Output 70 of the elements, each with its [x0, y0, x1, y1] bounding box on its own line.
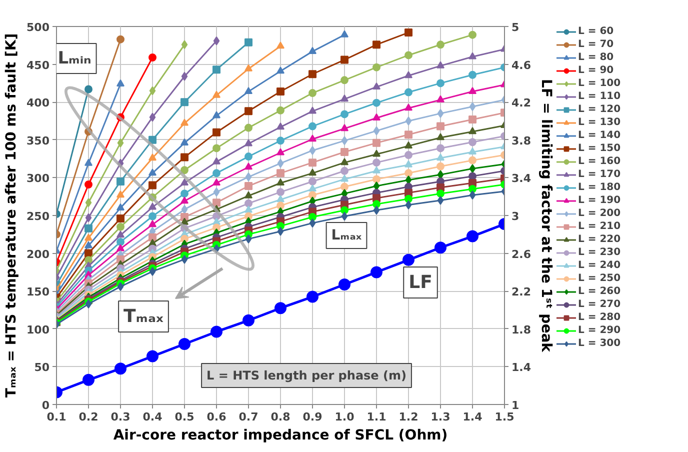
x-axis-title: Air-core reactor impedance of SFCL (Ohm) — [113, 428, 448, 444]
y-tick-label: 300 — [26, 172, 50, 186]
y2-tick-label: 3 — [512, 210, 520, 223]
y-tick-label: 50 — [34, 361, 50, 374]
y2-tick-label: 1.4 — [512, 361, 532, 374]
annotation: Lₘᵢₙ — [58, 48, 92, 68]
x-tick-label: 1.1 — [366, 410, 386, 424]
y2-tick-label: 1.8 — [512, 323, 531, 336]
legend-label: L = 140 — [578, 130, 621, 141]
x-tick-label: 1.4 — [462, 410, 483, 424]
annotation: LF — [408, 272, 432, 293]
annotation: Lₘₐₓ — [331, 228, 362, 244]
y2-tick-label: 3.8 — [512, 134, 531, 148]
x-tick-label: 0.5 — [174, 410, 194, 424]
x-tick-label: 0.8 — [270, 410, 290, 424]
y-tick-label: 350 — [26, 134, 50, 148]
legend-label: L = 150 — [578, 143, 621, 154]
legend-label: L = 60 — [578, 26, 614, 37]
x-tick-label: 0.4 — [142, 410, 163, 424]
y2-tick-label: 2.6 — [512, 248, 532, 261]
legend-label: L = 270 — [578, 299, 621, 310]
y2-tick-label: 5 — [512, 21, 520, 34]
legend-label: L = 130 — [578, 117, 621, 128]
x-tick-label: 0.1 — [46, 410, 66, 424]
y-axis-title: Tₘₐₓ = HTS temperature after 100 ms fault [K] — [4, 33, 20, 398]
x-tick-label: 1.5 — [494, 410, 514, 424]
legend-label: L = 160 — [578, 156, 621, 167]
annotation: Tₘₐₓ — [124, 306, 164, 327]
annotation: L = HTS length per phase (m) — [206, 368, 406, 382]
y2-tick-label: 4.2 — [512, 96, 531, 110]
legend-label: L = 190 — [578, 195, 621, 206]
y-tick-label: 150 — [26, 286, 50, 299]
legend-label: L = 300 — [578, 338, 621, 349]
legend-label: L = 120 — [578, 104, 621, 115]
legend-label: L = 260 — [578, 286, 621, 297]
legend-label: L = 110 — [578, 91, 621, 102]
x-tick-label: 1.3 — [430, 410, 450, 424]
y-tick-label: 0 — [42, 399, 50, 412]
legend-label: L = 200 — [578, 208, 621, 219]
y2-tick-label: 1 — [512, 399, 520, 412]
y-tick-label: 200 — [26, 248, 50, 261]
legend-label: L = 100 — [578, 78, 621, 89]
legend-label: L = 240 — [578, 260, 621, 271]
legend-label: L = 280 — [578, 312, 621, 323]
y-tick-label: 450 — [26, 58, 50, 72]
legend-label: L = 70 — [578, 39, 614, 50]
legend-label: L = 90 — [578, 65, 614, 76]
y2-tick-label: 4.6 — [512, 58, 532, 72]
x-tick-label: 1.2 — [398, 410, 418, 424]
legend-label: L = 290 — [578, 325, 621, 336]
x-tick-label: 0.2 — [78, 410, 98, 424]
x-tick-label: 0.3 — [110, 410, 130, 424]
y-tick-label: 100 — [26, 323, 50, 336]
legend-label: L = 170 — [578, 169, 621, 180]
y2-axis-title: LF = limiting factor at the 1ˢᵗ peak — [538, 79, 554, 353]
x-tick-label: 1.0 — [334, 410, 355, 424]
legend-label: L = 180 — [578, 182, 621, 193]
x-tick-label: 0.9 — [302, 410, 322, 424]
x-tick-label: 0.6 — [206, 410, 227, 424]
y2-tick-label: 2.2 — [512, 286, 531, 299]
x-tick-label: 0.7 — [238, 410, 258, 424]
legend-label: L = 80 — [578, 52, 614, 63]
legend-label: L = 230 — [578, 247, 621, 258]
y-tick-label: 250 — [26, 210, 50, 223]
y-tick-label: 400 — [26, 96, 50, 110]
y-tick-label: 500 — [26, 21, 50, 34]
legend-label: L = 250 — [578, 273, 621, 284]
legend-label: L = 220 — [578, 234, 621, 245]
y2-tick-label: 3.4 — [512, 172, 532, 186]
legend-label: L = 210 — [578, 221, 621, 232]
